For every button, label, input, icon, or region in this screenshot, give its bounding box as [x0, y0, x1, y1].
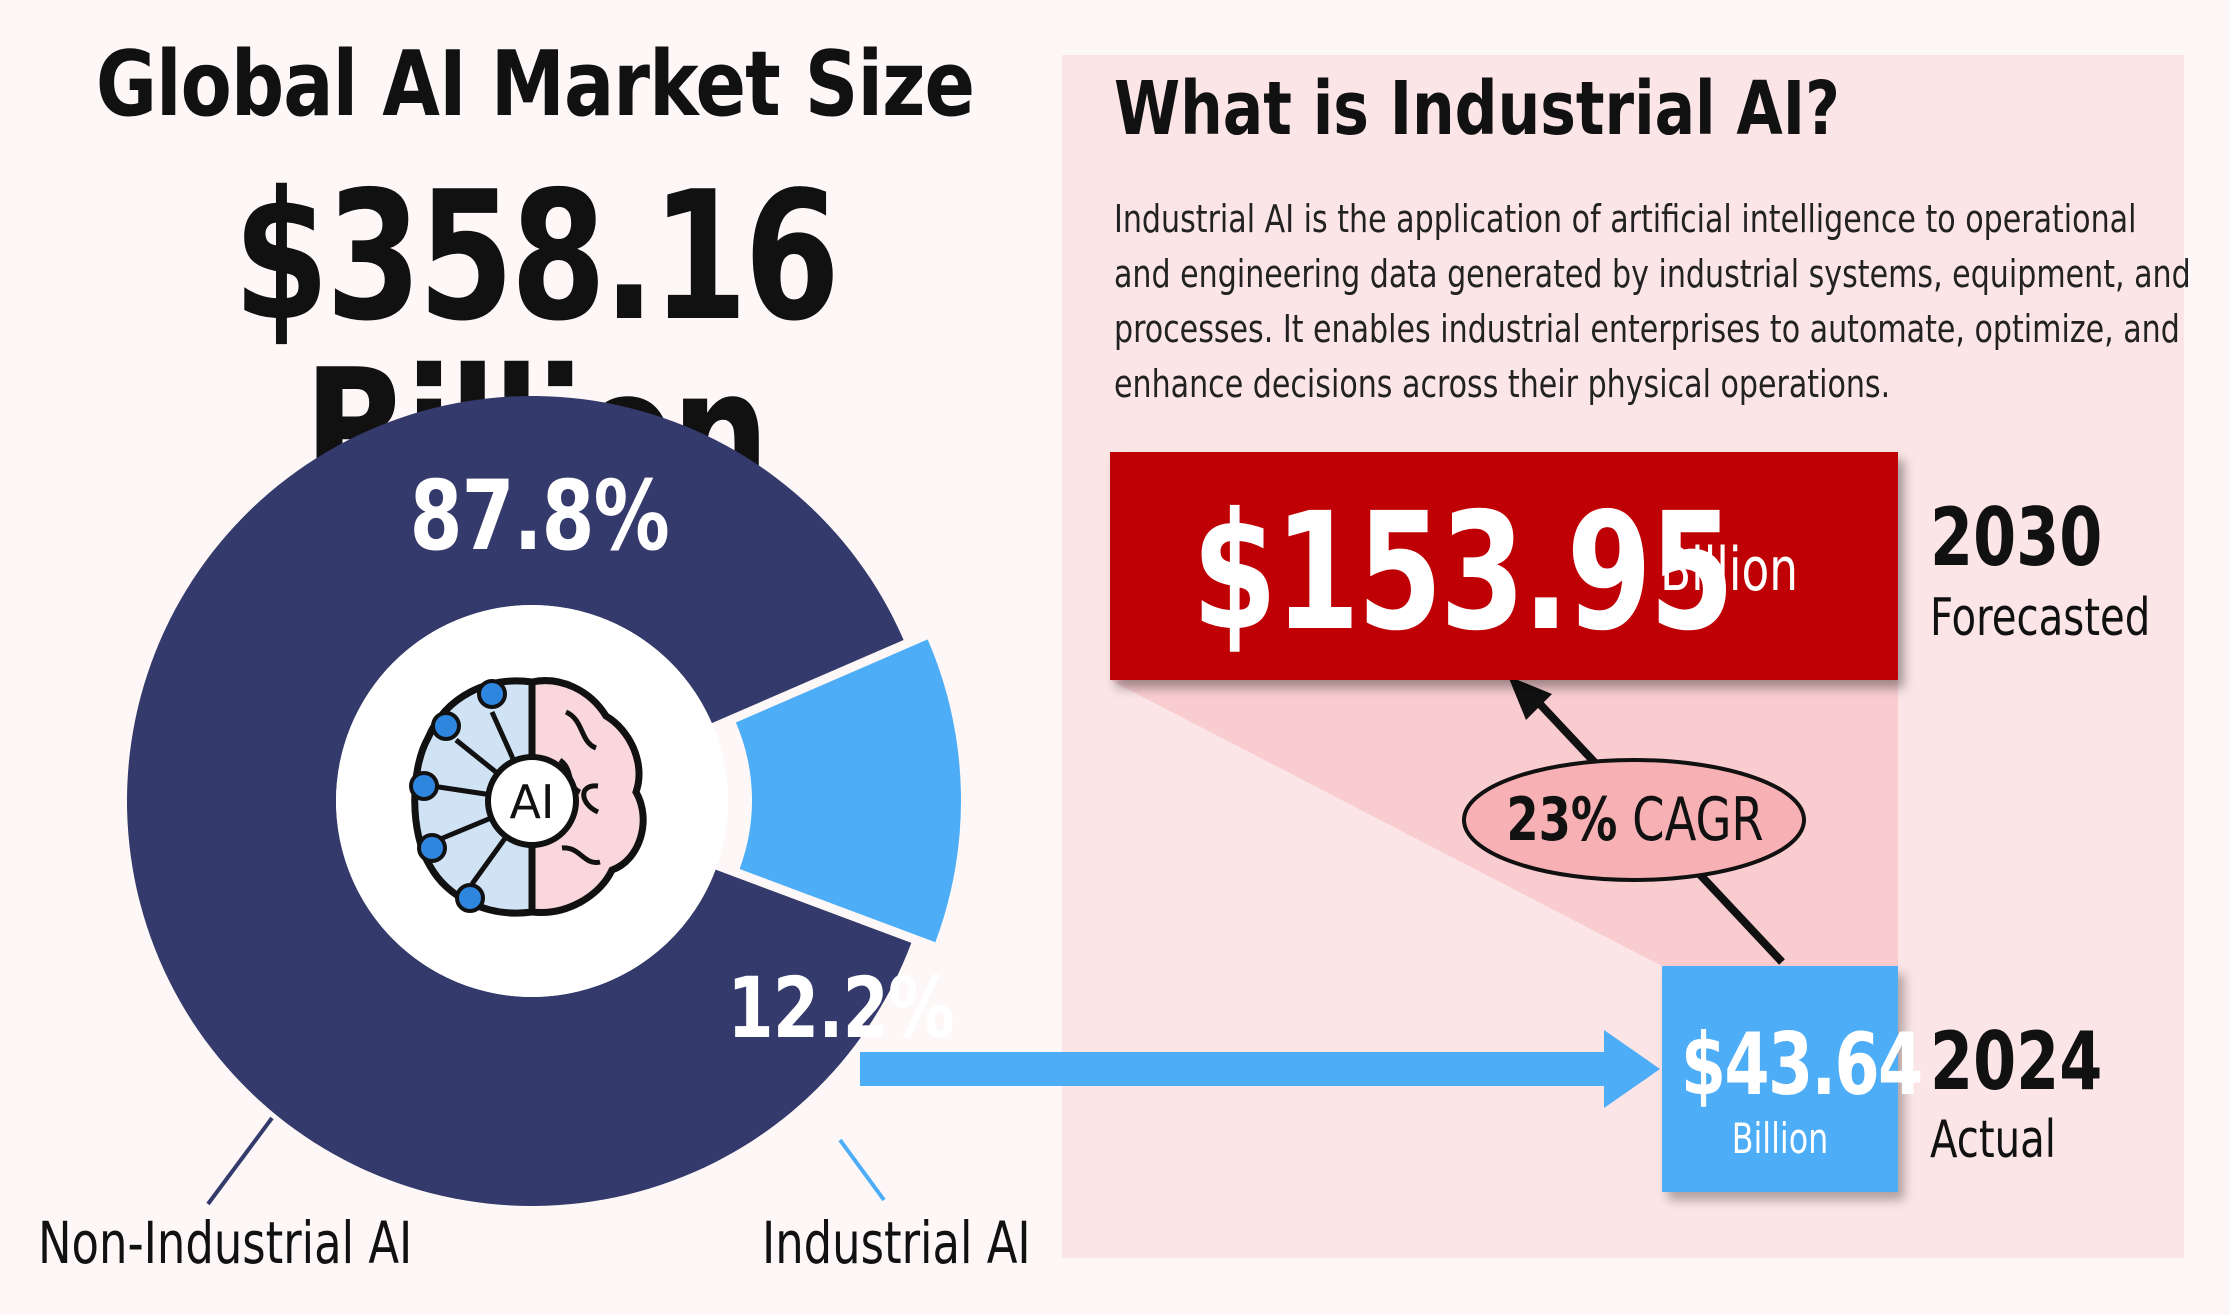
leader-line-industrial	[838, 1138, 886, 1202]
cagr-text: CAGR	[1632, 785, 1764, 855]
ai-icon-text: AI	[509, 775, 554, 829]
info-text-line: enhance decisions across their physical …	[1114, 362, 1891, 406]
forecast-unit: Billion	[1660, 535, 1798, 605]
donut-chart: AI	[127, 396, 961, 1206]
donut-segments	[127, 396, 961, 1206]
pct-label-non-industrial: 87.8%	[409, 460, 670, 572]
forecast-status: Forecasted	[1930, 588, 2151, 648]
info-text-line: processes. It enables industrial enterpr…	[1114, 307, 2180, 351]
actual-box	[1662, 966, 1898, 1192]
forecast-year: 2030	[1930, 491, 2103, 584]
cagr-value: 23%	[1506, 785, 1618, 855]
info-text-line: and engineering data generated by indust…	[1114, 252, 2191, 296]
page-title: Global AI Market Size	[95, 32, 975, 137]
forecast-box	[1110, 452, 1898, 680]
cagr-label: 23% CAGR	[1486, 790, 1784, 850]
link-arrow	[860, 1030, 1660, 1108]
actual-year: 2024	[1930, 1015, 2103, 1108]
actual-value: $43.64	[1680, 1015, 1923, 1115]
info-description: Industrial AI is the application of arti…	[1114, 192, 2191, 412]
actual-unit: Billion	[1731, 1114, 1829, 1163]
category-label-non-industrial: Non-Industrial AI	[38, 1209, 413, 1277]
info-text-line: Industrial AI is the application of arti…	[1114, 197, 2137, 241]
category-label-industrial: Industrial AI	[762, 1209, 1031, 1277]
leader-line-non-industrial	[206, 1116, 274, 1206]
pct-label-industrial: 12.2%	[727, 959, 954, 1057]
forecast-value: $153.95	[1192, 479, 1734, 667]
donut-segment-industrial	[735, 639, 961, 943]
info-title: What is Industrial AI?	[1114, 66, 1840, 152]
actual-status: Actual	[1930, 1110, 2056, 1170]
donut-segment-non-industrial	[127, 396, 912, 1206]
cagr-ellipse	[1462, 758, 1806, 882]
ai-brain-icon: AI	[336, 605, 728, 997]
